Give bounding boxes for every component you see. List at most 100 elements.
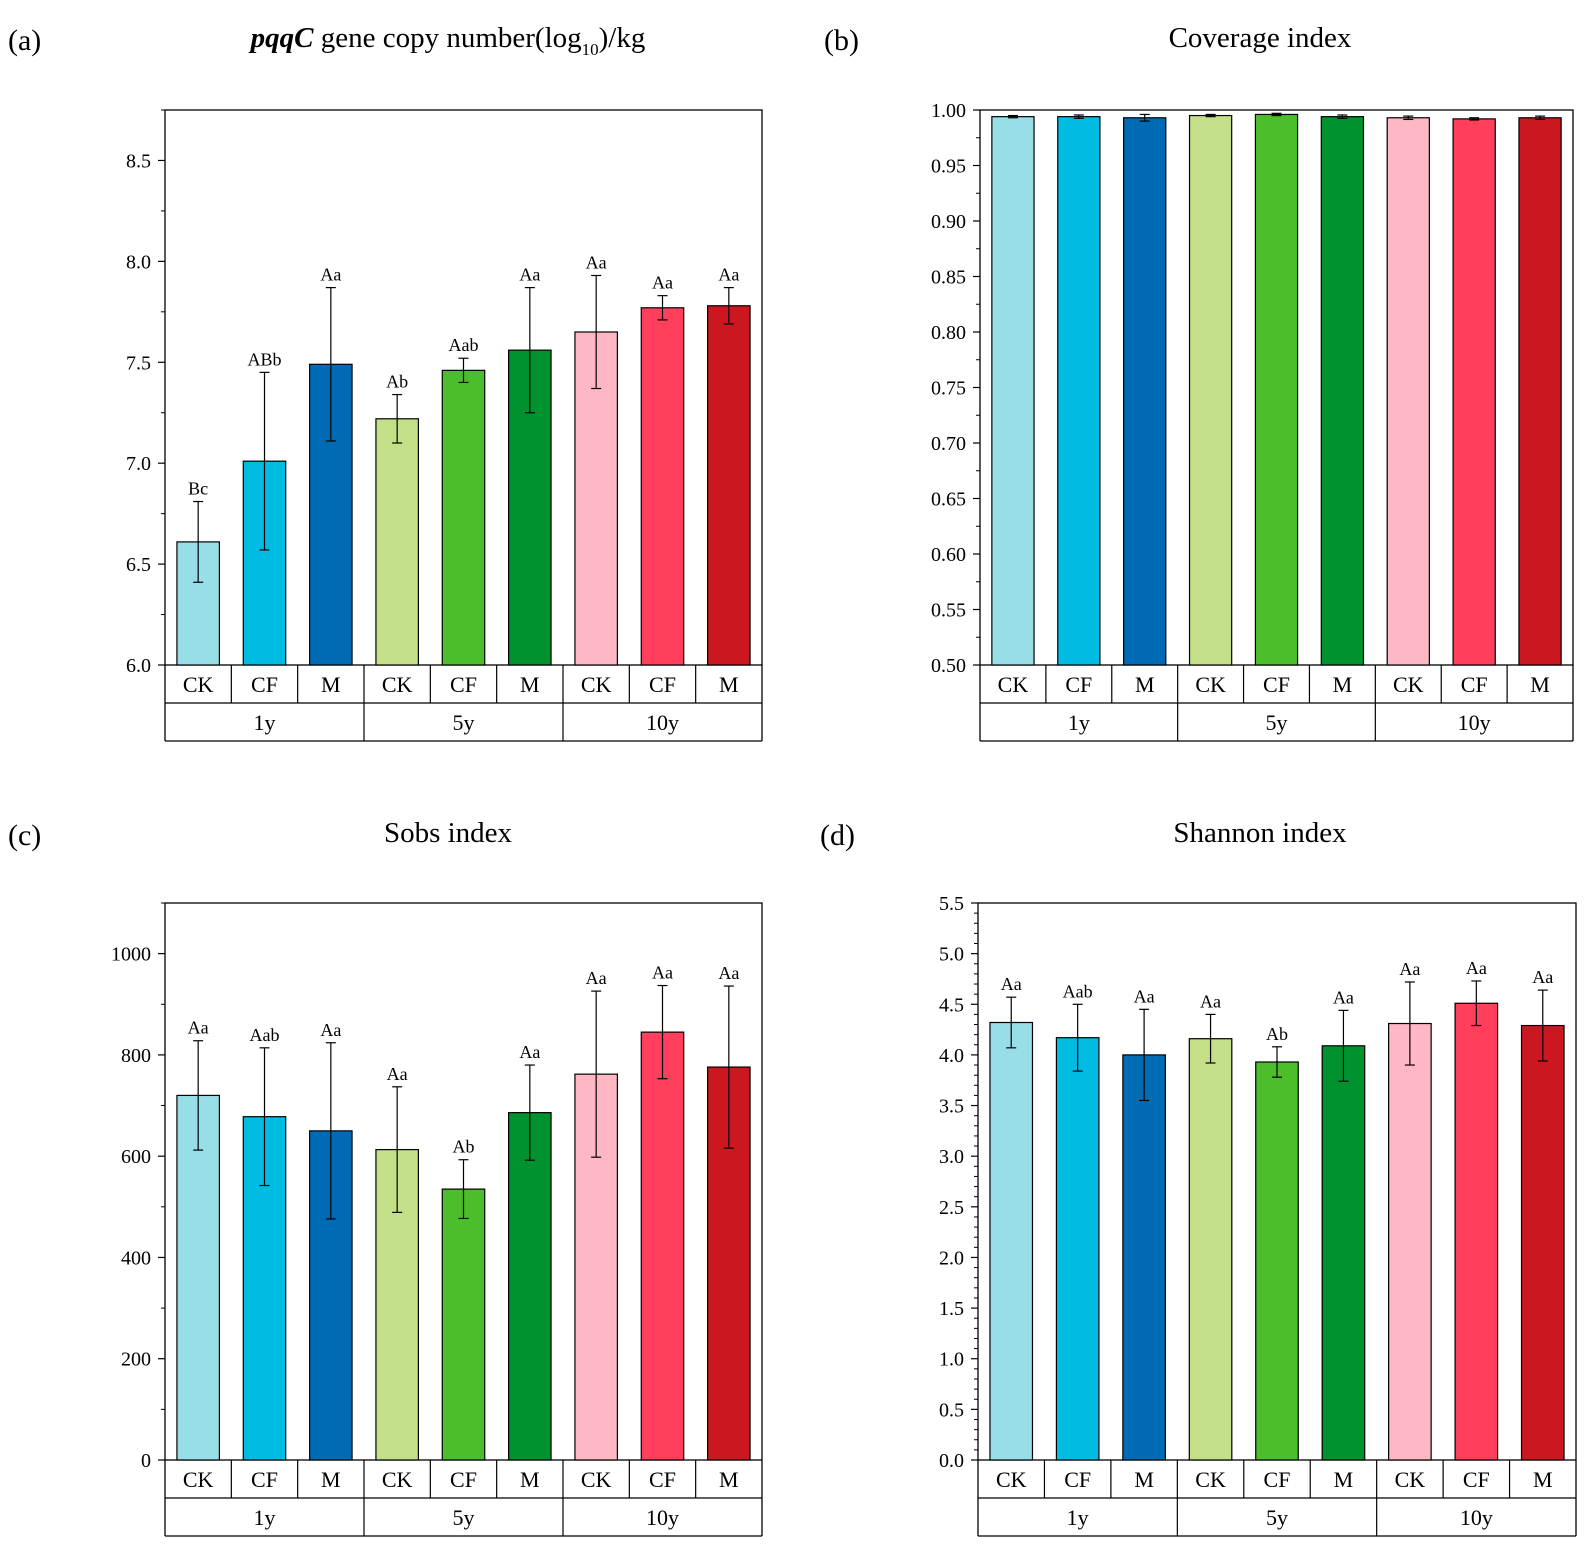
significance-letter: Ab — [453, 1137, 475, 1157]
bar — [1321, 1045, 1366, 1461]
x-group-label: 5y — [1266, 710, 1288, 735]
significance-letter: Aa — [320, 1020, 341, 1040]
x-group-label: 5y — [453, 710, 475, 735]
x-category-label: CF — [1264, 1467, 1291, 1492]
x-group-label: 1y — [254, 710, 276, 735]
y-tick-label: 7.5 — [126, 352, 151, 374]
x-category-label: CF — [649, 672, 676, 697]
title-gene-name: pqqC — [248, 22, 315, 54]
bar — [441, 1188, 486, 1461]
y-tick-label: 200 — [121, 1349, 151, 1371]
y-tick-label: 6.0 — [126, 655, 151, 677]
x-category-label: CK — [1395, 1467, 1426, 1492]
bar — [640, 1031, 685, 1461]
significance-letter: Aa — [519, 1042, 540, 1062]
bar — [1123, 117, 1167, 666]
significance-letter: Aa — [1001, 974, 1022, 994]
y-tick-label: 1.00 — [931, 100, 966, 122]
x-category-label: CF — [1461, 672, 1488, 697]
x-category-label: CF — [251, 1467, 278, 1492]
y-tick-label: 3.5 — [939, 1096, 964, 1118]
significance-letter: Aa — [652, 273, 673, 293]
bar — [1254, 113, 1299, 666]
significance-letter: Aab — [250, 1025, 280, 1045]
y-tick-label: 600 — [121, 1146, 151, 1168]
x-category-label: M — [719, 1467, 739, 1492]
y-tick-label: 4.0 — [939, 1045, 964, 1067]
bar — [991, 116, 1035, 666]
significance-letter: Aa — [1532, 967, 1553, 987]
significance-letter: Aa — [1466, 958, 1487, 978]
x-category-label: M — [520, 1467, 540, 1492]
bar — [375, 418, 419, 666]
y-tick-label: 1000 — [111, 944, 151, 966]
x-group-label: 1y — [254, 1505, 276, 1530]
x-category-label: CK — [581, 1467, 612, 1492]
x-group-label: 5y — [1266, 1505, 1288, 1530]
x-category-label: M — [321, 1467, 341, 1492]
significance-letter: Ab — [1266, 1024, 1288, 1044]
y-tick-label: 0.5 — [939, 1399, 964, 1421]
y-tick-label: 2.5 — [939, 1197, 964, 1219]
bar — [508, 1112, 552, 1461]
x-category-label: CF — [1064, 1467, 1091, 1492]
y-tick-label: 400 — [121, 1247, 151, 1269]
y-tick-label: 0.85 — [931, 267, 966, 289]
y-tick-label: 0.75 — [931, 378, 966, 400]
bar — [640, 307, 685, 666]
y-tick-label: 0.0 — [939, 1450, 964, 1472]
y-tick-label: 1.0 — [939, 1349, 964, 1371]
bar — [1452, 118, 1496, 666]
y-tick-label: 0.60 — [931, 544, 966, 566]
x-category-label: M — [321, 672, 341, 697]
y-tick-label: 5.5 — [939, 893, 964, 915]
chart-panel-c: (c) Sobs index 0 200 400 600 800 1000 Aa Aab Aa Aa A… — [8, 817, 763, 1537]
chart-panel-b: (b) Coverage index 0.50 0.55 0.60 0.65 0.70 0.7… — [824, 22, 1574, 742]
y-tick-label: 0.50 — [931, 655, 966, 677]
significance-letter: Aa — [1200, 991, 1221, 1011]
chart-title: Sobs index — [384, 817, 513, 849]
x-category-label: CF — [1463, 1467, 1490, 1492]
bar — [1320, 116, 1365, 666]
significance-letter: Aa — [519, 265, 540, 285]
x-group-label: 5y — [453, 1505, 475, 1530]
x-category-label: CF — [251, 672, 278, 697]
chart-title: Coverage index — [1169, 22, 1352, 54]
y-tick-label: 3.0 — [939, 1146, 964, 1168]
bar — [1454, 1002, 1499, 1461]
x-category-label: CF — [649, 1467, 676, 1492]
x-category-label: CF — [1263, 672, 1290, 697]
y-tick-label: 5.0 — [939, 944, 964, 966]
y-tick-label: 0.70 — [931, 433, 966, 455]
significance-letter: ABb — [247, 349, 281, 369]
y-tick-label: 2.0 — [939, 1247, 964, 1269]
significance-letter: Aa — [652, 963, 673, 983]
y-tick-label: 8.0 — [126, 251, 151, 273]
bar — [441, 369, 486, 666]
significance-letter: Aa — [320, 265, 341, 285]
bar — [1055, 1037, 1100, 1461]
significance-letter: Aa — [188, 1018, 209, 1038]
bar — [1057, 116, 1101, 666]
x-group-label: 1y — [1068, 710, 1090, 735]
x-category-label: M — [1333, 672, 1353, 697]
significance-letter: Aa — [718, 265, 739, 285]
significance-letter: Aa — [718, 963, 739, 983]
x-group-label: 1y — [1067, 1505, 1089, 1530]
x-category-label: CF — [450, 672, 477, 697]
bar — [1188, 114, 1233, 666]
chart-panel-d: (d) Shannon index 0.0 0.5 1.0 1.5 2.0 2.5 3.0 3.5… — [820, 817, 1577, 1537]
y-tick-label: 0.95 — [931, 156, 966, 178]
x-category-label: CK — [581, 672, 612, 697]
bar — [375, 1148, 419, 1461]
x-category-label: M — [719, 672, 739, 697]
x-group-label: 10y — [1460, 1505, 1493, 1530]
x-category-label: CK — [1195, 1467, 1226, 1492]
x-category-label: CK — [1393, 672, 1424, 697]
bar — [1386, 117, 1430, 666]
x-category-label: CK — [382, 672, 413, 697]
y-tick-label: 0.90 — [931, 211, 966, 233]
significance-letter: Aa — [1134, 986, 1155, 1006]
significance-letter: Bc — [188, 479, 208, 499]
